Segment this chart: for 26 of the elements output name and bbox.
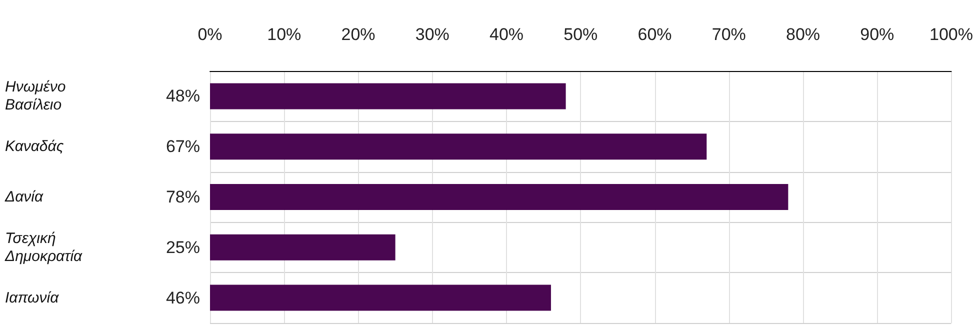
x-tick-label: 80% bbox=[786, 25, 820, 44]
x-tick-label: 50% bbox=[564, 25, 598, 44]
bar bbox=[210, 184, 788, 210]
x-tick-label: 60% bbox=[638, 25, 672, 44]
x-tick-label: 30% bbox=[415, 25, 450, 44]
x-tick-label: 70% bbox=[712, 25, 746, 44]
y-tick-label: Καναδάς bbox=[5, 138, 64, 156]
y-tick-label: Δανία bbox=[4, 188, 44, 206]
bar bbox=[210, 234, 396, 260]
data-label: 48% bbox=[166, 86, 200, 106]
y-tick-label: Ιαπωνία bbox=[5, 289, 60, 306]
data-label: 25% bbox=[166, 238, 200, 257]
x-tick-label: 0% bbox=[198, 25, 222, 44]
x-tick-label: 20% bbox=[341, 25, 376, 44]
bar bbox=[210, 134, 707, 160]
data-label: 78% bbox=[166, 188, 200, 206]
y-tick-label: Τσεχική Δημοκρατία bbox=[4, 230, 83, 265]
data-label: 67% bbox=[166, 137, 200, 156]
x-tick-label: 90% bbox=[860, 25, 894, 44]
y-tick-label: Ηνωμένο Βασίλειο bbox=[5, 78, 70, 114]
x-tick-label: 10% bbox=[267, 25, 302, 44]
data-label: 46% bbox=[166, 288, 200, 308]
bar bbox=[210, 83, 566, 110]
bar bbox=[210, 284, 551, 311]
x-tick-label: 100% bbox=[930, 25, 974, 44]
x-tick-label: 40% bbox=[489, 25, 524, 44]
